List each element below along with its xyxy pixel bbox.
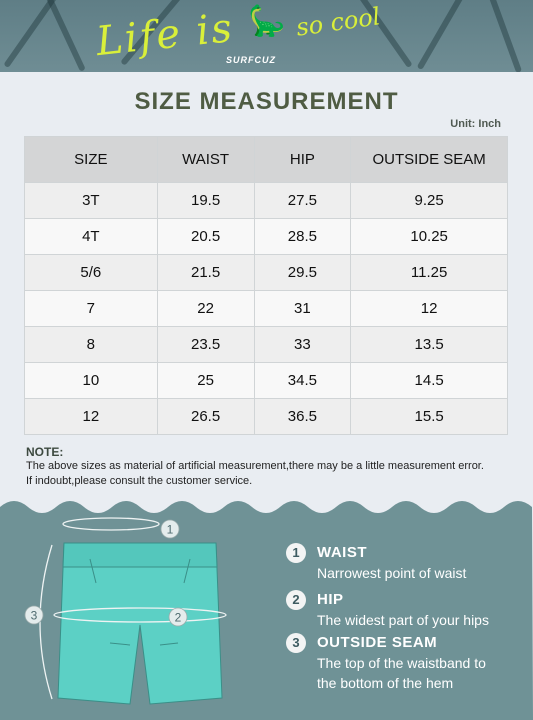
measurement-diagram-section: 1 2 3 1 WAIST Narrowest point of waist 2… [0,493,533,720]
cell-waist: 19.5 [156,182,255,219]
palm-leaf-decoration [416,0,470,71]
cell-size: 7 [24,290,158,327]
marker-2: 2 [175,611,182,625]
note-text-line: If indoubt,please consult the customer s… [26,475,253,487]
brand-logo: SURFCUZ [226,55,276,65]
waist-measure-line [62,517,160,531]
marker-3: 3 [31,609,38,623]
cell-outside-seam: 9.25 [350,182,508,219]
legend-description: The top of the waistband to [317,655,486,671]
cell-size: 12 [24,398,158,435]
cell-outside-seam: 15.5 [350,398,508,435]
unit-label: Unit: Inch [450,118,501,130]
cell-hip: 33 [253,326,352,363]
column-header-waist: WAIST [156,136,255,183]
legend-label: WAIST [317,544,367,561]
table-row: 3T 19.5 27.5 9.25 [24,182,508,219]
legend-number: 3 [286,633,306,653]
cell-outside-seam: 12 [350,290,508,327]
cell-outside-seam: 10.25 [350,218,508,255]
table-header-row: SIZE WAIST HIP OUTSIDE SEAM [24,136,508,183]
cell-waist: 26.5 [156,398,255,435]
banner-script-text-2: so cool [294,2,382,42]
table-row: 4T 20.5 28.5 10.25 [24,218,508,255]
cell-waist: 22 [156,290,255,327]
cell-size: 10 [24,362,158,399]
dinosaur-icon: 🦕 [248,5,286,38]
cell-hip: 36.5 [253,398,352,435]
cell-hip: 29.5 [253,254,352,291]
cell-waist: 21.5 [156,254,255,291]
diagram-illustration: 1 2 3 [0,501,533,720]
legend-description: the bottom of the hem [317,675,454,691]
page-title: SIZE MEASUREMENT [134,88,399,115]
table-row: 5/6 21.5 29.5 11.25 [24,254,508,291]
marker-1: 1 [167,523,174,537]
hip-measure-line [53,607,227,623]
cell-size: 4T [24,218,158,255]
table-row: 8 23.5 33 13.5 [24,326,508,363]
outside-seam-measure-line [39,544,53,700]
legend-description: Narrowest point of waist [317,565,467,581]
cell-size: 5/6 [24,254,158,291]
header-banner: Life is 🦕 so cool SURFCUZ [0,0,533,72]
legend-description: The widest part of your hips [317,612,489,628]
cell-size: 3T [24,182,158,219]
table-row: 10 25 34.5 14.5 [24,362,508,399]
column-header-outside-seam: OUTSIDE SEAM [350,136,508,183]
cell-size: 8 [24,326,158,363]
cell-waist: 25 [156,362,255,399]
column-header-hip: HIP [253,136,352,183]
cell-outside-seam: 13.5 [350,326,508,363]
cell-hip: 34.5 [253,362,352,399]
shorts-illustration [57,542,223,705]
cell-hip: 28.5 [253,218,352,255]
table-row: 12 26.5 36.5 15.5 [24,398,508,435]
cell-outside-seam: 14.5 [350,362,508,399]
size-table: SIZE WAIST HIP OUTSIDE SEAM 3T 19.5 27.5… [24,136,508,435]
palm-leaf-decoration [483,0,523,72]
legend-number: 2 [286,590,306,610]
cell-waist: 20.5 [156,218,255,255]
legend-number: 1 [286,543,306,563]
cell-waist: 23.5 [156,326,255,363]
legend-label: OUTSIDE SEAM [317,634,438,651]
note-title: NOTE: [26,445,64,459]
table-row: 7 22 31 12 [24,290,508,327]
column-header-size: SIZE [24,136,158,183]
legend-label: HIP [317,591,344,608]
cell-hip: 31 [253,290,352,327]
cell-outside-seam: 11.25 [350,254,508,291]
cell-hip: 27.5 [253,182,352,219]
shorts-waistband [62,542,218,568]
note-text-line: The above sizes as material of artificia… [26,460,484,472]
banner-script-text: Life is [93,4,236,66]
